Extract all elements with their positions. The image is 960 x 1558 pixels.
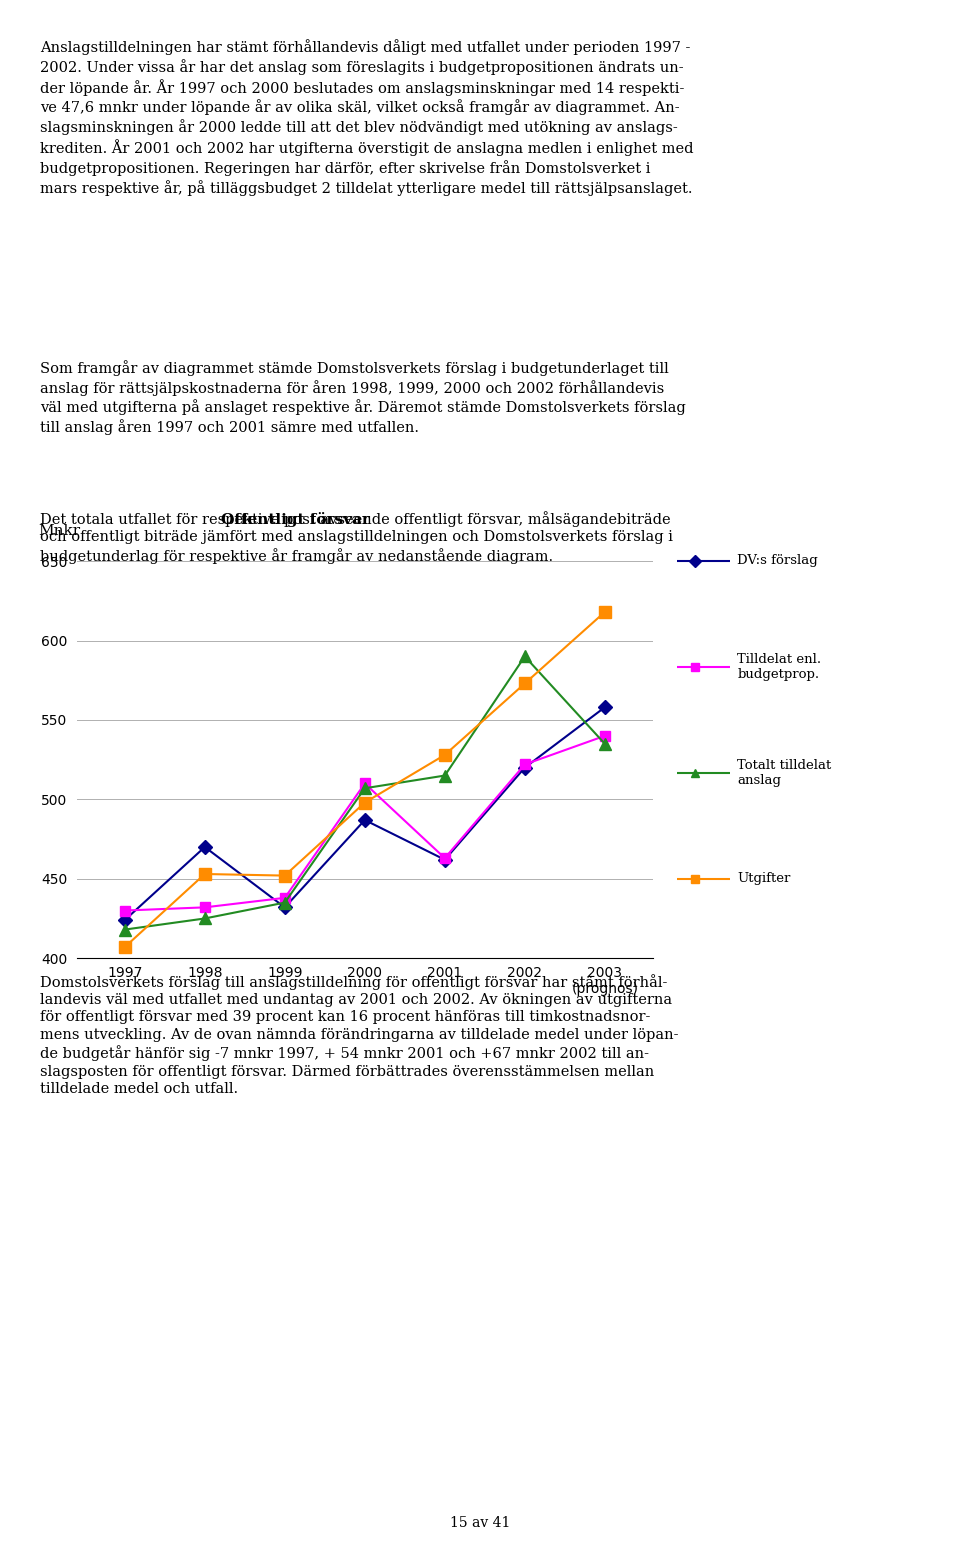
Text: Som framgår av diagrammet stämde Domstolsverkets förslag i budgetunderlaget till: Som framgår av diagrammet stämde Domstol…	[40, 360, 686, 435]
Utgifter	[119, 938, 131, 957]
DV:s förslag	[519, 759, 531, 777]
Line: Utgifter: Utgifter	[119, 606, 611, 952]
Text: DV:s förslag: DV:s förslag	[737, 555, 818, 567]
Tilldelat enl.
budgetprop.	[439, 849, 450, 868]
Line: Totalt tilldelat
anslag: Totalt tilldelat anslag	[119, 651, 611, 935]
DV:s förslag	[199, 838, 210, 857]
Totalt tilldelat
anslag	[359, 779, 371, 798]
Utgifter	[599, 603, 611, 622]
DV:s förslag	[599, 698, 611, 717]
Utgifter	[279, 866, 291, 885]
Text: Offentligt försvar: Offentligt försvar	[221, 511, 371, 527]
DV:s förslag	[279, 897, 291, 916]
Totalt tilldelat
anslag	[119, 921, 131, 939]
Tilldelat enl.
budgetprop.	[359, 774, 371, 793]
Text: 15 av 41: 15 av 41	[450, 1516, 510, 1530]
Totalt tilldelat
anslag	[519, 647, 531, 665]
Line: Tilldelat enl.
budgetprop.: Tilldelat enl. budgetprop.	[120, 731, 610, 916]
DV:s förslag	[359, 810, 371, 829]
DV:s förslag	[119, 911, 131, 930]
Utgifter	[199, 865, 210, 883]
Totalt tilldelat
anslag	[199, 910, 210, 929]
Text: Totalt tilldelat
anslag: Totalt tilldelat anslag	[737, 759, 831, 787]
Totalt tilldelat
anslag	[599, 734, 611, 753]
DV:s förslag	[439, 851, 450, 869]
Line: DV:s förslag: DV:s förslag	[120, 703, 610, 925]
Text: Utgifter: Utgifter	[737, 872, 791, 885]
Tilldelat enl.
budgetprop.	[519, 756, 531, 774]
Text: Tilldelat enl.
budgetprop.: Tilldelat enl. budgetprop.	[737, 653, 822, 681]
Utgifter	[519, 675, 531, 693]
Text: Mnkr: Mnkr	[38, 523, 81, 538]
Tilldelat enl.
budgetprop.	[199, 897, 210, 916]
Utgifter	[359, 793, 371, 812]
Tilldelat enl.
budgetprop.	[279, 888, 291, 907]
Text: Anslagstilldelningen har stämt förhållandevis dåligt med utfallet under perioden: Anslagstilldelningen har stämt förhållan…	[40, 39, 694, 196]
Tilldelat enl.
budgetprop.	[599, 726, 611, 745]
Tilldelat enl.
budgetprop.	[119, 901, 131, 919]
Totalt tilldelat
anslag	[279, 893, 291, 911]
Utgifter	[439, 746, 450, 765]
Text: Det totala utfallet för respektive post avseende offentligt försvar, målsägandeb: Det totala utfallet för respektive post …	[40, 511, 673, 564]
Text: Domstolsverkets förslag till anslagstilldelning för offentligt försvar har stämt: Domstolsverkets förslag till anslagstill…	[40, 974, 679, 1095]
Totalt tilldelat
anslag	[439, 767, 450, 785]
